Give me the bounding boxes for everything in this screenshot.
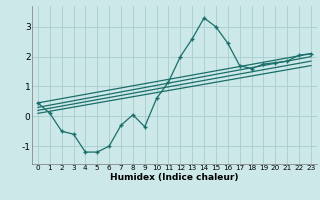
X-axis label: Humidex (Indice chaleur): Humidex (Indice chaleur) [110,173,239,182]
